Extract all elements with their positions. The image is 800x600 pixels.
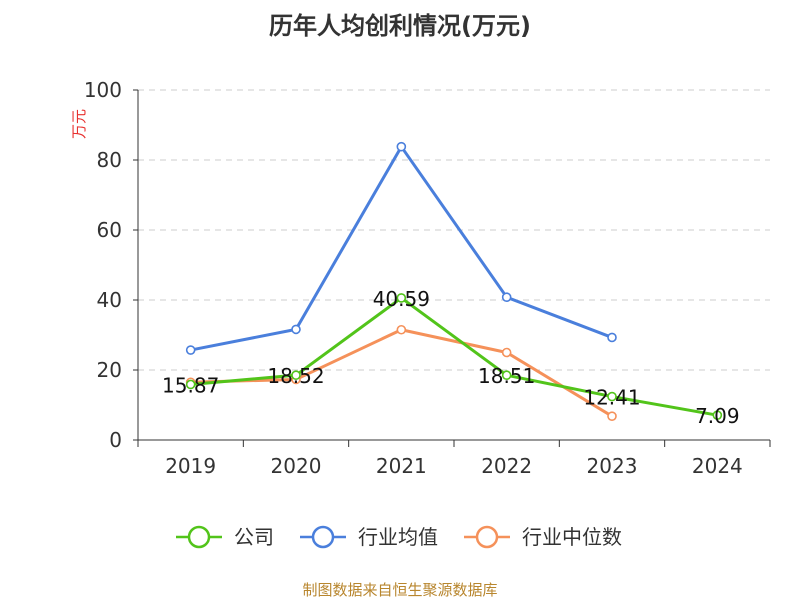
legend-marker (311, 525, 335, 549)
data-point (396, 324, 407, 335)
series-line (190, 328, 613, 418)
grid-lines (138, 89, 770, 371)
x-tick-label: 2023 (587, 454, 638, 478)
data-point (185, 345, 196, 355)
data-point (607, 332, 617, 343)
data-labels: 15.87 18.52 40.59 18.51 12.41 7.09 (162, 287, 740, 428)
legend-label: 公司 (234, 525, 274, 549)
y-tick-label: 20 (97, 358, 122, 382)
x-tick-label: 2022 (481, 454, 532, 478)
legend-marker (187, 525, 211, 549)
y-tick-label: 60 (97, 218, 122, 242)
source-note: 制图数据来自恒生聚源数据库 (302, 581, 497, 599)
data-label: 7.09 (695, 404, 740, 428)
legend-marker (475, 525, 499, 549)
data-point (607, 391, 617, 402)
data-point (396, 293, 407, 303)
legend-item[interactable]: 公司 (176, 525, 274, 549)
data-label: 12.41 (583, 386, 640, 410)
y-tick-label: 0 (109, 428, 122, 452)
data-point (501, 347, 512, 358)
y-tick-label: 40 (97, 288, 122, 312)
y-axis-label: 万元 (70, 109, 88, 139)
series-line (190, 296, 718, 417)
legend-label: 行业均值 (358, 525, 438, 549)
x-tick-label: 2020 (271, 454, 322, 478)
x-tick-label: 2019 (165, 454, 216, 478)
data-label: 18.51 (478, 364, 535, 388)
axes: 0 20 40 60 80 100 2019 2020 2021 2022 2023 2024 (84, 78, 771, 478)
data-point (185, 379, 196, 390)
legend-item[interactable]: 行业均值 (300, 525, 438, 549)
y-tick-label: 100 (84, 78, 122, 102)
series-line (190, 145, 613, 352)
legend-item[interactable]: 行业中位数 (464, 525, 622, 549)
data-point (501, 292, 512, 303)
y-tick-label: 80 (97, 148, 122, 172)
data-label: 15.87 (162, 373, 219, 397)
chart-title: 历年人均创利情况(万元) (269, 12, 531, 40)
data-point (396, 141, 407, 152)
legend[interactable]: 公司 行业均值 行业中位数 (176, 525, 622, 549)
data-label: 18.52 (267, 364, 324, 388)
x-tick-label: 2024 (692, 454, 743, 478)
data-point (291, 324, 301, 335)
data-label: 40.59 (373, 287, 430, 311)
data-point (607, 411, 617, 422)
series (185, 141, 723, 422)
legend-label: 行业中位数 (522, 525, 622, 549)
data-point (712, 410, 723, 420)
x-tick-label: 2021 (376, 454, 427, 478)
data-point (291, 370, 301, 380)
data-point (501, 370, 512, 381)
